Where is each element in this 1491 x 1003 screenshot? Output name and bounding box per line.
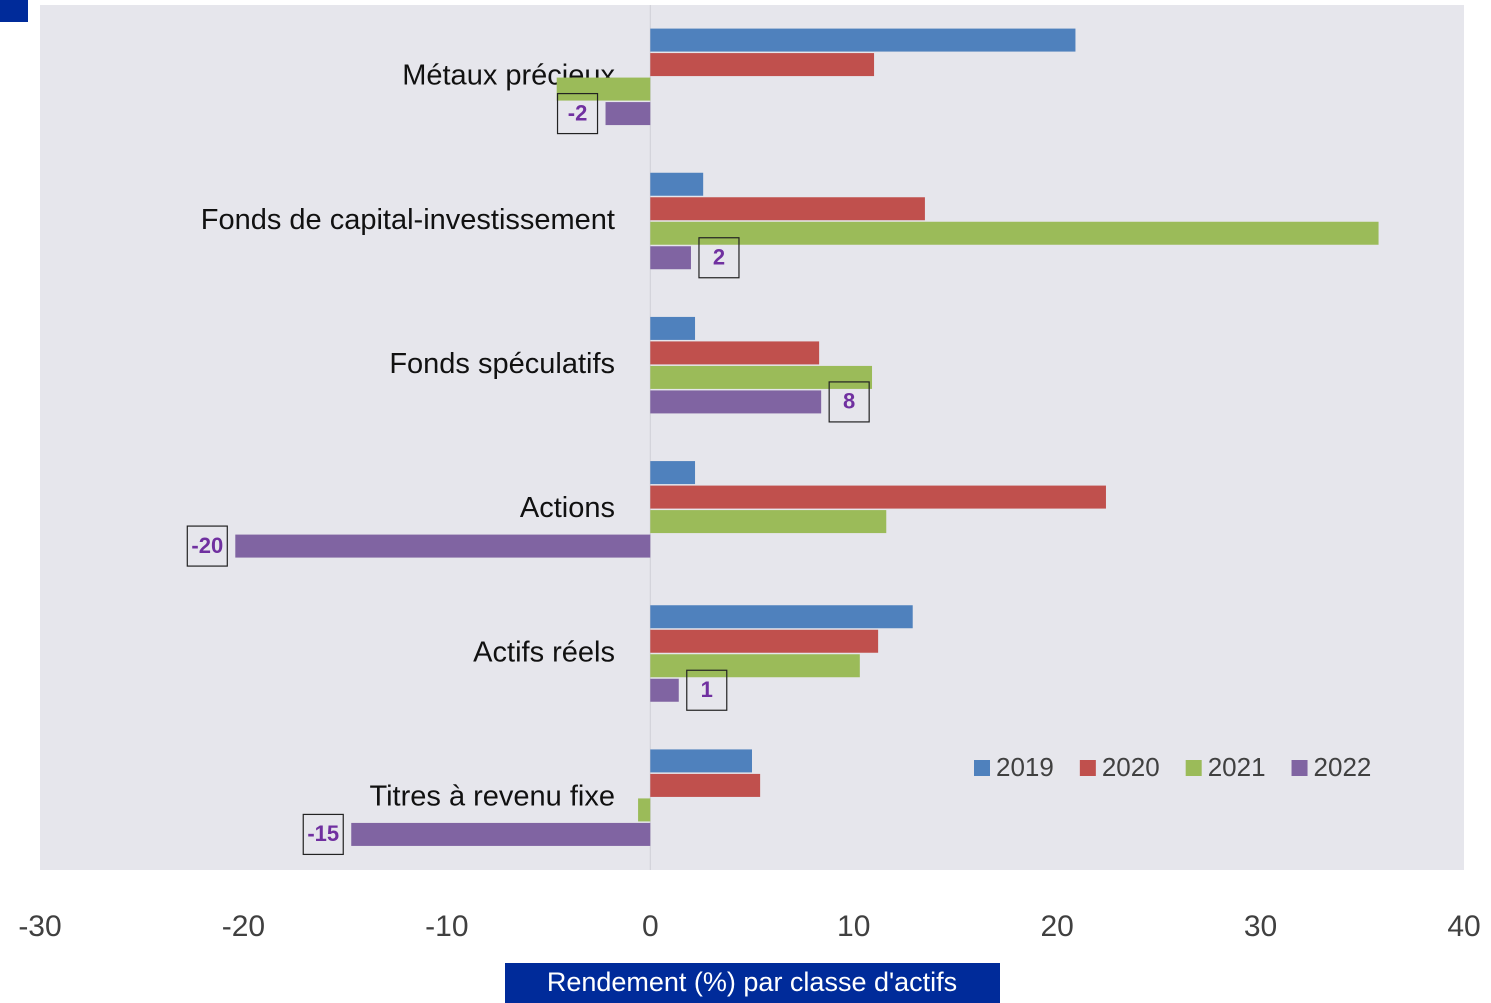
category-label: Actions: [520, 492, 615, 524]
bar: [650, 316, 696, 340]
x-axis-title-box: [505, 963, 1000, 1003]
bar: [650, 485, 1106, 509]
bar: [650, 221, 1379, 245]
x-tick-label: 40: [1447, 910, 1480, 943]
bar: [638, 798, 651, 822]
x-tick-label: 20: [1040, 910, 1073, 943]
legend-swatch: [974, 760, 990, 776]
bar: [650, 172, 704, 196]
legend-swatch: [1079, 760, 1096, 776]
legend-swatch: [1185, 760, 1202, 776]
data-label: 8: [843, 389, 855, 414]
x-tick-label: 0: [642, 910, 659, 943]
legend-label: 2021: [1208, 752, 1266, 782]
data-label-box: [828, 381, 870, 423]
data-label-box: [302, 813, 344, 856]
bar: [650, 510, 887, 534]
legend-label: 2020: [1102, 752, 1160, 782]
legend-label: 2019: [996, 752, 1054, 782]
bar: [650, 341, 820, 365]
x-tick-label: -30: [18, 910, 61, 943]
bar: [650, 654, 860, 678]
x-tick-label: 30: [1244, 910, 1277, 943]
bar: [605, 102, 651, 126]
bar: [650, 28, 1076, 52]
category-label: Actifs réels: [473, 636, 615, 668]
data-label: 1: [701, 677, 713, 702]
category-label: Fonds de capital-investissement: [201, 204, 615, 236]
data-label-box: [686, 669, 728, 711]
data-label-box: [698, 237, 740, 279]
x-axis-title: Rendement (%) par classe d'actifs: [547, 967, 957, 997]
bar: [650, 749, 752, 773]
data-label: 2: [713, 245, 725, 270]
bar: [650, 197, 925, 221]
data-label-box: [556, 92, 599, 135]
bar: [351, 822, 651, 846]
corner-badge: [0, 0, 28, 22]
data-label: -20: [191, 533, 223, 558]
data-label: -2: [568, 100, 588, 125]
bar: [650, 461, 696, 485]
legend-label: 2022: [1314, 752, 1372, 782]
data-label-box: [186, 525, 228, 567]
x-tick-label: -20: [222, 910, 265, 943]
legend-swatch: [1291, 760, 1308, 776]
category-label: Titres à revenu fixe: [369, 781, 615, 813]
bar: [650, 390, 822, 414]
x-tick-label: 10: [837, 910, 870, 943]
bar: [650, 365, 873, 389]
bar: [650, 53, 875, 77]
x-tick-label: -10: [425, 910, 468, 943]
data-label: -15: [307, 821, 339, 846]
bar: [650, 605, 913, 629]
bar: [650, 773, 761, 797]
bar: [235, 534, 651, 558]
category-label: Fonds spéculatifs: [389, 348, 615, 380]
bar: [650, 629, 879, 653]
bar: [650, 246, 691, 270]
bar: [556, 77, 651, 101]
plot-area: [40, 5, 1464, 870]
bar: [650, 678, 679, 702]
